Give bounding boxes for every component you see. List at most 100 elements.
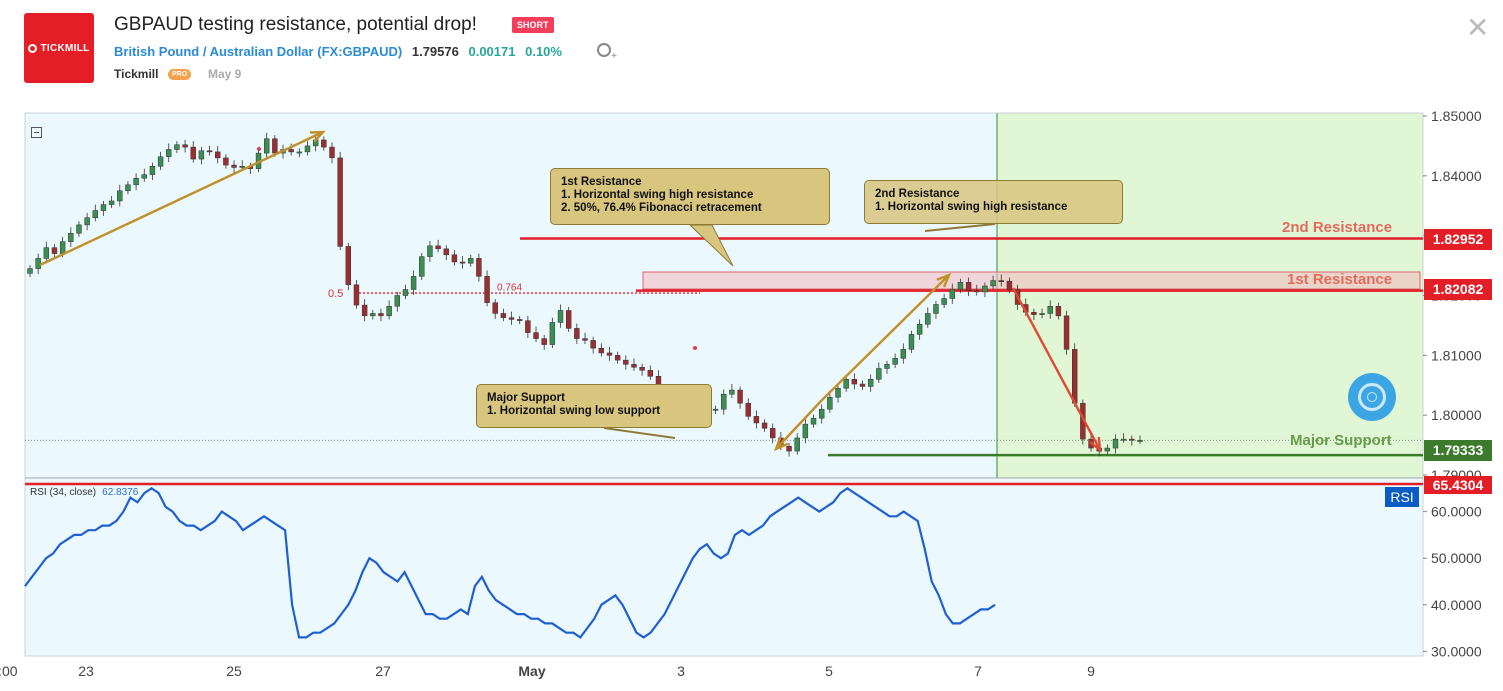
- annotation-second-title: 2nd Resistance: [875, 188, 960, 200]
- candle: [198, 147, 205, 165]
- candle-body: [51, 247, 58, 254]
- candle-body: [288, 149, 294, 153]
- symbol-code-link[interactable]: (FX:GBPAUD): [317, 44, 403, 59]
- candle-body: [843, 379, 849, 389]
- logo-text: TICKMILL: [40, 42, 90, 54]
- candle-body: [729, 389, 735, 395]
- candle-body: [892, 358, 898, 365]
- candle-body: [810, 417, 817, 425]
- candle-body: [884, 364, 890, 369]
- candle: [182, 139, 188, 153]
- candle: [84, 212, 90, 231]
- candle: [982, 282, 988, 298]
- annotation-major-support[interactable]: Major Support 1. Horizontal swing low su…: [476, 384, 712, 428]
- candle-body: [574, 328, 580, 339]
- y-tick-label: 1.80000: [1431, 407, 1482, 423]
- candle: [933, 300, 939, 319]
- rsi-legend[interactable]: RSI (34, close) 62.8376: [30, 487, 138, 498]
- candle: [1112, 434, 1119, 454]
- candle: [884, 360, 890, 374]
- candle: [533, 326, 539, 343]
- candle-body: [198, 150, 205, 160]
- label-major-support: Major Support: [1290, 432, 1392, 449]
- trend-arrow-up-head: [309, 130, 326, 143]
- candle: [1063, 311, 1070, 355]
- candle: [361, 299, 368, 322]
- candle: [1104, 444, 1111, 455]
- y-tick-label: 1.84000: [1431, 168, 1482, 184]
- support-note-pointer: [603, 427, 676, 439]
- rsi-y-tick-label: 30.0000: [1431, 643, 1482, 659]
- candle-body: [1006, 280, 1013, 290]
- candle: [459, 256, 466, 269]
- tickmill-logo[interactable]: TICKMILL: [24, 13, 94, 83]
- candle-body: [525, 320, 531, 333]
- candle-body: [786, 446, 792, 452]
- candle-body: [859, 383, 866, 387]
- candle: [1120, 433, 1127, 443]
- annotation-second-line1: 1. Horizontal swing high resistance: [875, 201, 1068, 213]
- candle: [802, 418, 809, 444]
- candle: [133, 173, 139, 191]
- candle: [166, 143, 172, 163]
- candle: [990, 275, 996, 290]
- candle: [410, 270, 417, 295]
- candle-body: [974, 290, 980, 293]
- candle-body: [361, 304, 368, 317]
- target-icon[interactable]: [1348, 373, 1396, 421]
- candle: [508, 311, 515, 325]
- candle-body: [1047, 306, 1053, 314]
- candle: [337, 151, 343, 251]
- candle: [549, 317, 556, 349]
- x-tick-label: 3: [677, 663, 685, 679]
- candle: [1137, 435, 1143, 444]
- arrow-to-resistance: [821, 272, 952, 401]
- candle: [1047, 300, 1053, 319]
- rsi-name: RSI (34, close): [30, 487, 97, 498]
- arrow-to-resistance-head: [936, 272, 952, 288]
- x-tick-label: 23: [78, 663, 94, 679]
- candle: [598, 343, 605, 357]
- candle-body: [1104, 447, 1111, 452]
- candle-body: [925, 313, 931, 325]
- fib-label-0.764: 0.764: [497, 283, 522, 294]
- candle: [92, 204, 98, 222]
- candle-body: [1120, 438, 1127, 441]
- candle: [916, 319, 923, 340]
- close-icon[interactable]: ✕: [1466, 12, 1490, 43]
- candle-body: [1112, 438, 1119, 449]
- candle-body: [867, 379, 874, 387]
- candle: [859, 380, 866, 391]
- rsi-pane-bg: [25, 479, 1423, 656]
- candle: [1006, 277, 1013, 294]
- collapse-icon[interactable]: [31, 127, 42, 138]
- candle-body: [1055, 306, 1062, 317]
- candle-body: [598, 347, 605, 354]
- candle: [402, 284, 409, 300]
- candle-body: [565, 310, 572, 329]
- candle: [157, 151, 164, 170]
- candle-body: [745, 402, 751, 417]
- annotation-second-resistance[interactable]: 2nd Resistance 1. Horizontal swing high …: [864, 180, 1123, 224]
- annotation-support-title: Major Support: [487, 392, 565, 404]
- candle: [647, 365, 653, 380]
- candle: [125, 181, 131, 195]
- candle: [998, 274, 1004, 287]
- candle-body: [794, 437, 800, 452]
- candle: [574, 323, 580, 344]
- candle-body: [1137, 440, 1143, 442]
- annotation-first-resistance[interactable]: 1st Resistance 1. Horizontal swing high …: [550, 168, 830, 225]
- author-link[interactable]: Tickmill: [114, 67, 159, 81]
- candle-body: [500, 313, 507, 318]
- candle-body: [517, 319, 523, 321]
- alarm-icon[interactable]: [597, 43, 617, 62]
- candle-body: [76, 224, 82, 234]
- candle: [949, 283, 955, 304]
- symbol-change: 0.00171: [468, 44, 516, 59]
- candle: [892, 353, 898, 368]
- symbol-code: FX:GBPAUD: [321, 44, 398, 59]
- candle-body: [84, 217, 90, 226]
- y-tick-label: 1.85000: [1431, 108, 1482, 124]
- symbol-name-link[interactable]: British Pound / Australian Dollar: [114, 44, 314, 59]
